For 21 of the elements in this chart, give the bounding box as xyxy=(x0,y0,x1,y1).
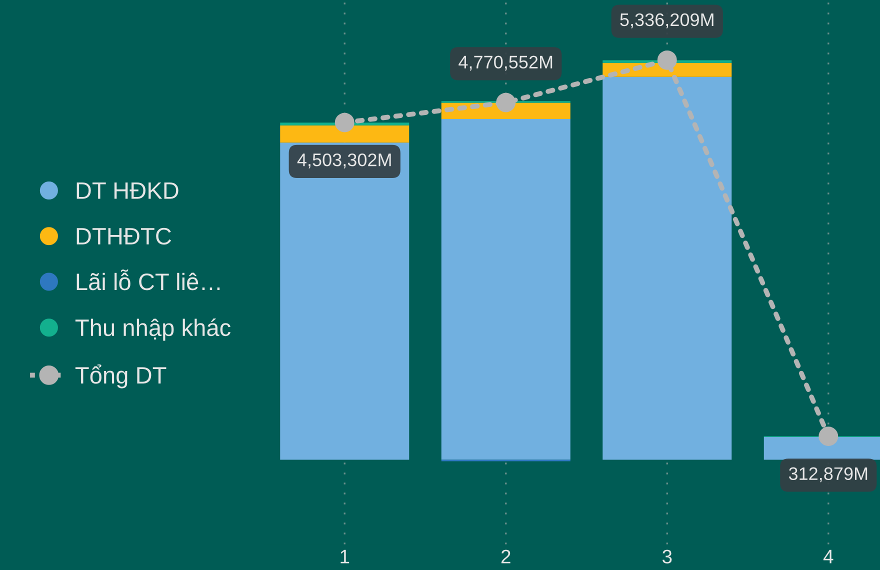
x-tick-label: 3 xyxy=(662,550,672,564)
data-label: 312,879M xyxy=(788,467,868,482)
point xyxy=(657,50,677,70)
point xyxy=(334,112,354,132)
bar xyxy=(280,125,410,143)
legend-label: DT HĐKD xyxy=(76,182,178,199)
point xyxy=(496,92,516,112)
legend-label: DTHĐTC xyxy=(76,228,172,245)
point xyxy=(818,426,838,446)
legend-label: Lãi lỗ CT liê… xyxy=(76,270,220,290)
bar xyxy=(280,142,410,460)
x-tick-label: 4 xyxy=(823,550,834,564)
x-tick-label: 1 xyxy=(340,550,350,564)
data-label: 4,503,302M xyxy=(297,154,391,168)
bar xyxy=(602,76,732,460)
data-label: 4,770,552M xyxy=(458,56,552,71)
legend-label: Thu nhập khác xyxy=(75,318,230,341)
bar xyxy=(441,119,570,460)
legend-label: Tổng DT xyxy=(75,364,166,388)
x-tick-label: 2 xyxy=(501,550,510,564)
data-label: 5,336,209M xyxy=(620,13,714,28)
